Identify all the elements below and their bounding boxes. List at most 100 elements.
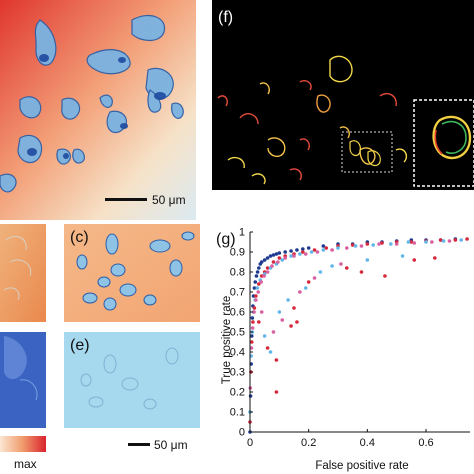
scatter-point — [292, 254, 296, 258]
scatter-point — [250, 316, 255, 320]
scatter-point — [301, 250, 305, 254]
scatter-point — [257, 266, 261, 270]
scatter-point — [249, 334, 254, 338]
scatter-point — [254, 274, 259, 278]
y-tick-label: 0 — [239, 427, 245, 439]
scatter-point — [270, 264, 274, 268]
panel-b2-image — [0, 224, 46, 322]
scatter-point — [248, 394, 253, 398]
scatter-point — [268, 350, 273, 354]
scatter-point — [406, 240, 411, 244]
scatter-point — [280, 318, 285, 322]
scatter-point — [289, 324, 293, 328]
scatter-point — [303, 286, 308, 290]
panel-f-image: (f) — [212, 0, 474, 190]
scale-bar-top-label: 50 μm — [152, 193, 186, 207]
y-tick-label: 0.9 — [230, 247, 245, 259]
scatter-point — [318, 270, 323, 274]
scale-bar-bottom: 50 μm — [128, 438, 188, 452]
scatter-point — [459, 238, 464, 242]
scatter-point — [336, 246, 340, 250]
scatter-point — [339, 262, 343, 266]
x-axis-label: False positive rate — [315, 460, 408, 472]
scatter-point — [371, 243, 376, 247]
scatter-point — [262, 274, 266, 278]
scatter-point — [412, 241, 417, 245]
scatter-point — [277, 310, 282, 314]
scatter-point — [345, 246, 349, 250]
scale-bar-bottom-label: 50 μm — [154, 438, 188, 452]
scatter-point — [394, 242, 399, 246]
scatter-point — [256, 290, 261, 294]
scatter-point — [265, 270, 270, 274]
scatter-point — [276, 260, 280, 264]
panel-b-image — [0, 0, 196, 220]
scatter-point — [350, 243, 355, 247]
scatter-point — [283, 250, 288, 254]
scatter-point — [289, 249, 293, 253]
scatter-point — [441, 239, 446, 243]
scatter-point — [359, 244, 364, 248]
scatter-point — [257, 320, 261, 324]
y-tick-label: 0.3 — [230, 367, 245, 379]
scatter-point — [292, 306, 296, 310]
scatter-point — [365, 242, 370, 246]
y-tick-label: 0.4 — [230, 347, 245, 359]
scatter-point — [265, 256, 270, 260]
scatter-point — [359, 270, 364, 274]
roc-chart: (g) 0 0.1 0.2 0.3 0.4 0.5 0.6 0.7 0.8 0.9 1 0 0.2 0.4… — [216, 227, 470, 472]
scatter-point — [345, 266, 349, 270]
x-tick-label: 0.2 — [301, 437, 316, 449]
scatter-point — [383, 274, 387, 278]
plot-area — [248, 237, 469, 434]
scatter-point — [453, 238, 458, 242]
y-axis-label: True positive rate — [221, 296, 233, 384]
scatter-point — [250, 326, 255, 330]
scatter-point — [262, 258, 267, 262]
x-tick-label: 0.4 — [360, 437, 375, 449]
y-tick-label: 0.1 — [230, 407, 245, 419]
scatter-point — [265, 266, 270, 270]
panel-e-image: (e) — [64, 332, 200, 428]
scatter-point — [271, 253, 276, 257]
x-tick-label: 0 — [247, 437, 253, 449]
scatter-point — [365, 258, 370, 262]
scatter-point — [465, 237, 469, 241]
scatter-point — [330, 264, 334, 268]
scatter-point — [249, 346, 254, 350]
scatter-point — [283, 256, 288, 260]
panel-label-f: (f) — [218, 9, 233, 26]
scatter-point — [400, 254, 405, 258]
scatter-point — [254, 298, 258, 302]
scatter-point — [303, 252, 308, 256]
y-tick-label: 0.6 — [230, 307, 245, 319]
scatter-point — [430, 240, 434, 244]
scatter-point — [295, 248, 299, 252]
scatter-point — [353, 244, 358, 248]
panel-d-image — [0, 332, 46, 428]
scatter-point — [306, 246, 311, 250]
scatter-point — [268, 254, 273, 258]
scatter-point — [259, 310, 264, 314]
x-tick-label: 0.6 — [418, 437, 433, 449]
scatter-point — [255, 270, 260, 274]
scatter-point — [309, 250, 314, 254]
colorbar-max-label: max — [14, 457, 37, 471]
scatter-point — [249, 340, 254, 344]
scatter-point — [447, 239, 452, 243]
scatter-point — [321, 248, 326, 252]
scatter-point — [312, 248, 317, 252]
scatter-point — [433, 256, 437, 260]
scatter-point — [424, 240, 428, 244]
scale-bar-top: 50 μm — [105, 193, 186, 207]
scatter-point — [271, 330, 276, 334]
panel-label-e: (e) — [70, 337, 90, 354]
scatter-point — [257, 282, 261, 286]
scatter-point — [298, 252, 302, 256]
scatter-point — [255, 286, 260, 290]
scatter-point — [259, 280, 263, 284]
scatter-point — [315, 250, 320, 254]
scatter-point — [252, 310, 256, 314]
